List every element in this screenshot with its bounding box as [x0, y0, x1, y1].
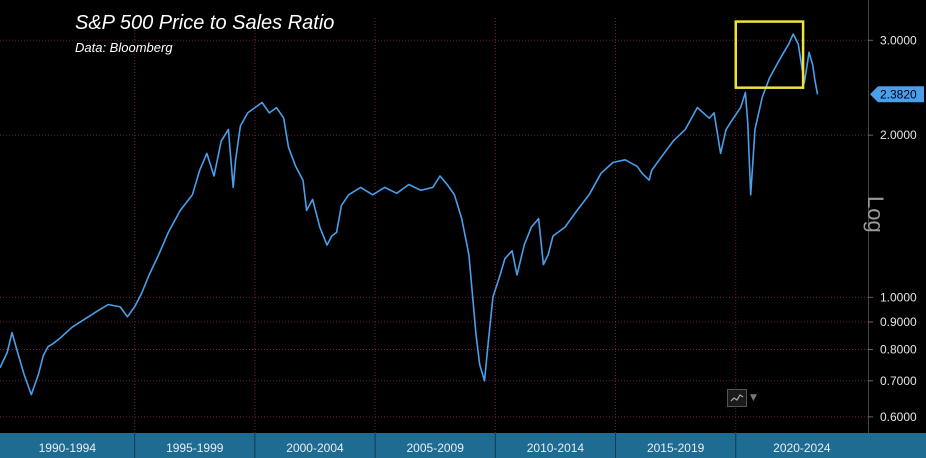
y-tick-label-5: 0.7000: [880, 374, 917, 388]
overlay-layer: 2.3820: [734, 20, 924, 103]
x-tick-label-0: 1990-1994: [39, 441, 97, 455]
chart-title: S&P 500 Price to Sales Ratio: [75, 12, 335, 34]
last-value-label: 2.3820: [880, 87, 917, 101]
last-value-tag: [870, 86, 924, 103]
gridlines: [0, 18, 868, 433]
log-scale-label: Log: [863, 196, 888, 233]
chevron-down-icon: ▼: [750, 393, 757, 403]
series-line: [0, 33, 819, 396]
chart-type-button[interactable]: ▼: [727, 388, 759, 408]
y-tick-label-0: 3.0000: [880, 33, 917, 47]
x-axis-bands: 1990-1994 1995-1999 2000-2004 2005-2009 2010…: [0, 433, 926, 458]
x-tick-label-2: 2000-2004: [286, 441, 344, 455]
y-axis-ticks: 3.0000 2.0000 1.0000 0.9000 0.8000 0.7000 0.60…: [868, 0, 917, 433]
y-tick-label-2: 1.0000: [880, 290, 917, 304]
line-chart-icon: [727, 389, 747, 407]
x-tick-label-6: 2020-2024: [773, 441, 831, 455]
y-tick-label-4: 0.8000: [880, 343, 917, 357]
x-tick-label-4: 2010-2014: [527, 441, 585, 455]
x-tick-label-1: 1995-1999: [166, 441, 224, 455]
y-tick-label-6: 0.6000: [880, 410, 917, 424]
x-axis-band-background: [0, 433, 926, 458]
x-tick-label-5: 2015-2019: [647, 441, 705, 455]
series-line-layer: [0, 33, 819, 396]
highlight-box: [734, 20, 805, 89]
y-tick-label-3: 0.9000: [880, 315, 917, 329]
y-tick-label-1: 2.0000: [880, 128, 917, 142]
x-tick-label-3: 2005-2009: [407, 441, 465, 455]
chart-subtitle: Data: Bloomberg: [75, 40, 173, 55]
